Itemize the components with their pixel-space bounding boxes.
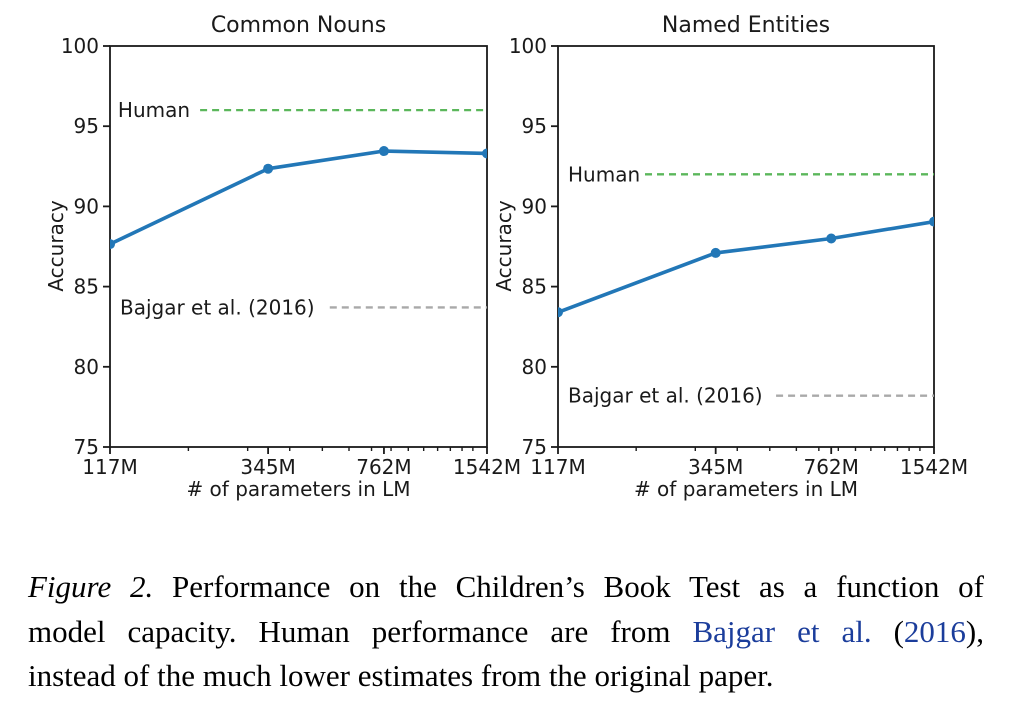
x-tick-label: 345M	[240, 455, 295, 479]
x-tick-label: 117M	[82, 455, 137, 479]
series-group	[110, 146, 487, 250]
data-point-marker	[482, 148, 487, 159]
plot-border	[557, 45, 935, 448]
common-nouns-x-axis-label: # of parameters in LM	[186, 477, 411, 501]
named-entities-plot: 75 80 85 90 95 100 117M 345M 762M 1542M Human Bajga…	[509, 34, 968, 479]
caption-text-5: instead of the much lower estimates from…	[28, 658, 774, 693]
y-tick-label: 75	[74, 435, 99, 459]
x-tick-label: 762M	[356, 455, 411, 479]
x-tick-label: 117M	[530, 455, 585, 479]
charts-canvas: 75 80 85 90 95 100 117M 345M 762M 1542M Human Bajga…	[61, 34, 968, 479]
figure-caption: Figure 2. Performance on the Children’s …	[28, 565, 984, 699]
caption-line-1: Figure 2. Performance on the Children’s …	[28, 565, 984, 610]
common-nouns-y-axis-label: Accuracy	[44, 200, 68, 292]
citation-link-bajgar[interactable]: Bajgar et al.	[692, 613, 872, 649]
y-tick-label: 95	[522, 114, 547, 138]
y-tick-label: 100	[509, 34, 547, 58]
y-tick-label: 95	[74, 114, 99, 138]
y-tick-label: 85	[522, 275, 547, 299]
citation-link-year[interactable]: 2016	[903, 613, 966, 649]
x-tick-label: 1542M	[453, 455, 521, 479]
caption-text-3: (	[871, 613, 904, 649]
data-point-marker	[263, 163, 274, 174]
caption-text-1: Performance on the Children’s Book Test …	[153, 569, 984, 604]
caption-text-4: ),	[965, 613, 984, 649]
y-tick-label: 80	[522, 355, 547, 379]
y-tick-label: 75	[522, 435, 547, 459]
reference-line-label: Bajgar et al. (2016)	[120, 295, 315, 319]
series-group	[558, 216, 934, 318]
caption-line-3: instead of the much lower estimates from…	[28, 654, 984, 699]
caption-text-2: model capacity. Human performance are fr…	[28, 613, 693, 649]
data-point-marker	[710, 247, 721, 258]
x-tick-label: 1542M	[900, 455, 968, 479]
y-tick-label: 100	[61, 34, 99, 58]
data-point-marker	[378, 146, 389, 157]
y-tick-label: 85	[74, 275, 99, 299]
common-nouns-plot: 75 80 85 90 95 100 117M 345M 762M 1542M Human Bajga…	[61, 34, 521, 479]
figure-number-label: Figure 2.	[28, 569, 154, 604]
accuracy-line	[558, 219, 934, 314]
reference-line-label: Human	[568, 162, 640, 186]
data-point-marker	[558, 307, 563, 318]
named-entities-x-axis-label: # of parameters in LM	[633, 477, 859, 501]
data-point-marker	[929, 216, 934, 227]
data-point-marker	[826, 233, 837, 244]
y-tick-label: 80	[74, 355, 99, 379]
y-tick-label: 90	[74, 194, 99, 218]
reference-line-label: Human	[118, 98, 190, 122]
common-nouns-title: Common Nouns	[210, 13, 387, 38]
accuracy-line	[110, 149, 487, 246]
x-tick-label: 762M	[803, 455, 858, 479]
reference-line-label: Bajgar et al. (2016)	[568, 384, 763, 408]
caption-line-2: model capacity. Human performance are fr…	[28, 610, 984, 655]
y-tick-label: 90	[522, 194, 547, 218]
named-entities-y-axis-label: Accuracy	[492, 200, 516, 292]
named-entities-title: Named Entities	[661, 13, 831, 38]
data-point-marker	[110, 239, 115, 250]
x-tick-label: 345M	[688, 455, 743, 479]
